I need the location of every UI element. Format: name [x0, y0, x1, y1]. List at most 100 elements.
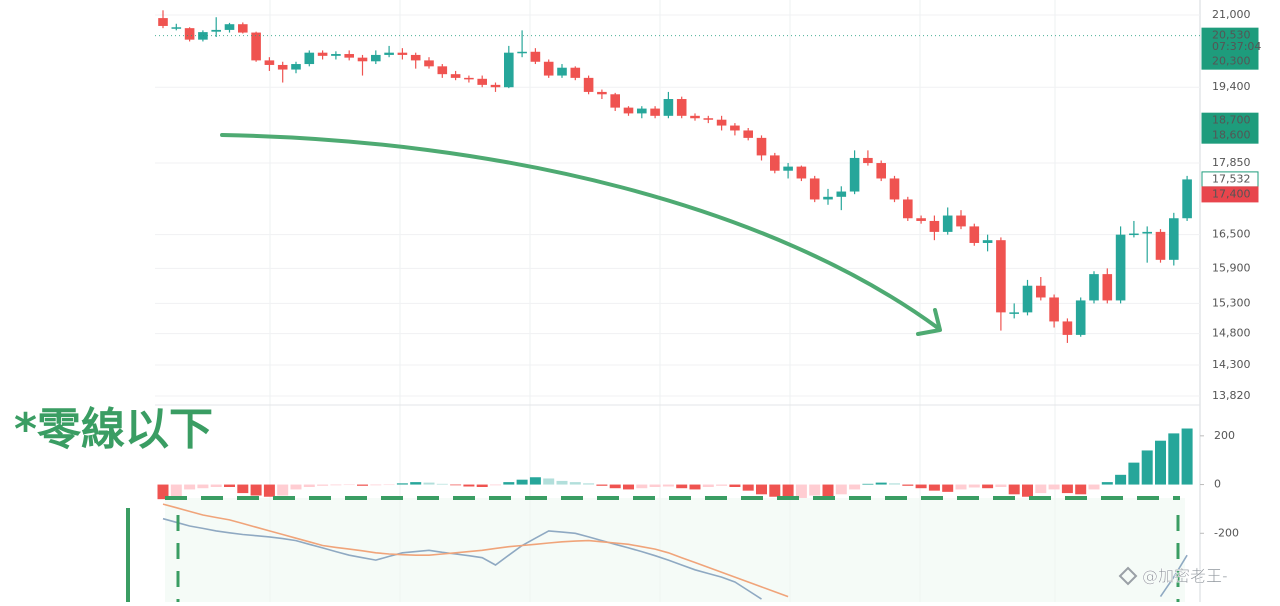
y-tick-label: 15,900	[1212, 261, 1251, 274]
candle-body	[983, 240, 993, 243]
candle-body	[664, 99, 674, 116]
histogram-bar	[862, 484, 873, 485]
histogram-bar	[942, 485, 953, 492]
candle-body	[783, 167, 793, 171]
candle-body	[172, 27, 182, 29]
candle-body	[211, 30, 221, 32]
histogram-bar	[224, 485, 235, 487]
histogram-bar	[317, 485, 328, 486]
y-tick-label: 14,800	[1212, 327, 1251, 340]
histogram-bar	[1115, 475, 1126, 485]
y-tick-label: 17,850	[1212, 156, 1251, 169]
candle-body	[1089, 274, 1099, 300]
candle-body	[597, 92, 607, 94]
histogram-bar	[583, 483, 594, 484]
histogram-bar	[1182, 429, 1193, 485]
histogram-bar	[1035, 485, 1046, 494]
histogram-bar	[251, 485, 262, 496]
histogram-bar	[410, 482, 421, 484]
candle-body	[1142, 232, 1152, 234]
candle-body	[930, 221, 940, 232]
candle-body	[291, 64, 301, 70]
histogram-bar	[969, 485, 980, 488]
candle-body	[850, 158, 860, 192]
candle-body	[1076, 300, 1086, 334]
histogram-bar	[929, 485, 940, 491]
candle-body	[650, 109, 660, 116]
candle-body	[717, 120, 727, 126]
candle-body	[690, 116, 700, 118]
histogram-bar	[703, 485, 714, 487]
candle-body	[757, 138, 767, 156]
candle-body	[810, 178, 820, 199]
histogram-bar	[264, 485, 275, 497]
price-tag-label: 17,532	[1212, 172, 1251, 185]
histogram-bar	[596, 485, 607, 486]
histogram-bar	[610, 485, 621, 489]
candle-body	[624, 108, 634, 114]
histogram-bar	[171, 485, 182, 498]
y-tick-label: 13,820	[1212, 389, 1251, 402]
histogram-bar	[650, 485, 661, 487]
histogram-bar	[437, 484, 448, 485]
candle-body	[943, 216, 953, 232]
candle-body	[970, 226, 980, 243]
candle-body	[504, 53, 514, 88]
histogram-bar	[291, 485, 302, 490]
y-tick-label: 15,300	[1212, 296, 1251, 309]
candle-body	[1036, 286, 1046, 298]
histogram-bar	[1168, 433, 1179, 484]
candle-body	[863, 158, 873, 163]
y-tick-label: -200	[1214, 526, 1239, 539]
histogram-bar	[836, 485, 847, 495]
price-tag-label: 17,400	[1212, 187, 1251, 200]
histogram-bar	[490, 485, 501, 486]
histogram-bar	[1128, 463, 1139, 485]
candle-body	[305, 53, 315, 64]
candle-body	[996, 240, 1006, 312]
candle-body	[238, 24, 248, 32]
y-tick-label: 19,400	[1212, 80, 1251, 93]
histogram-bar	[663, 485, 674, 487]
histogram-bar	[211, 485, 222, 487]
candle-body	[477, 79, 487, 85]
candle-body	[1129, 234, 1139, 236]
candle-body	[398, 53, 408, 55]
highlight-zone	[165, 498, 1185, 602]
histogram-bar	[330, 485, 341, 486]
histogram-bar	[743, 485, 754, 491]
annotation: *零線以下	[14, 404, 213, 455]
histogram-bar	[237, 485, 248, 494]
candle-body	[903, 199, 913, 218]
candle-body	[837, 192, 847, 197]
candle-body	[677, 99, 687, 116]
candle-body	[158, 18, 168, 26]
histogram-bar	[1155, 441, 1166, 485]
y-tick-label: 16,500	[1212, 228, 1251, 241]
candle-body	[531, 52, 541, 62]
histogram-bar	[690, 485, 701, 490]
histogram-bar	[1075, 485, 1086, 495]
candle-body	[424, 60, 434, 66]
histogram-bar	[716, 485, 727, 486]
histogram-bar	[503, 482, 514, 484]
candle-body	[1063, 321, 1073, 334]
candle-body	[1169, 218, 1179, 260]
histogram-bar	[570, 482, 581, 484]
candle-body	[876, 163, 886, 178]
candle-body	[251, 33, 261, 61]
histogram-bar	[636, 485, 647, 489]
histogram-bar	[995, 485, 1006, 487]
candle-body	[438, 66, 448, 74]
candle-body	[544, 62, 554, 76]
candle-body	[491, 85, 501, 87]
histogram-bar	[1102, 482, 1113, 484]
histogram-bar	[517, 480, 528, 485]
histogram-bar	[1062, 485, 1073, 494]
candle-body	[890, 178, 900, 199]
histogram-bar	[849, 485, 860, 490]
histogram-bar	[729, 485, 740, 487]
candle-body	[384, 53, 394, 55]
